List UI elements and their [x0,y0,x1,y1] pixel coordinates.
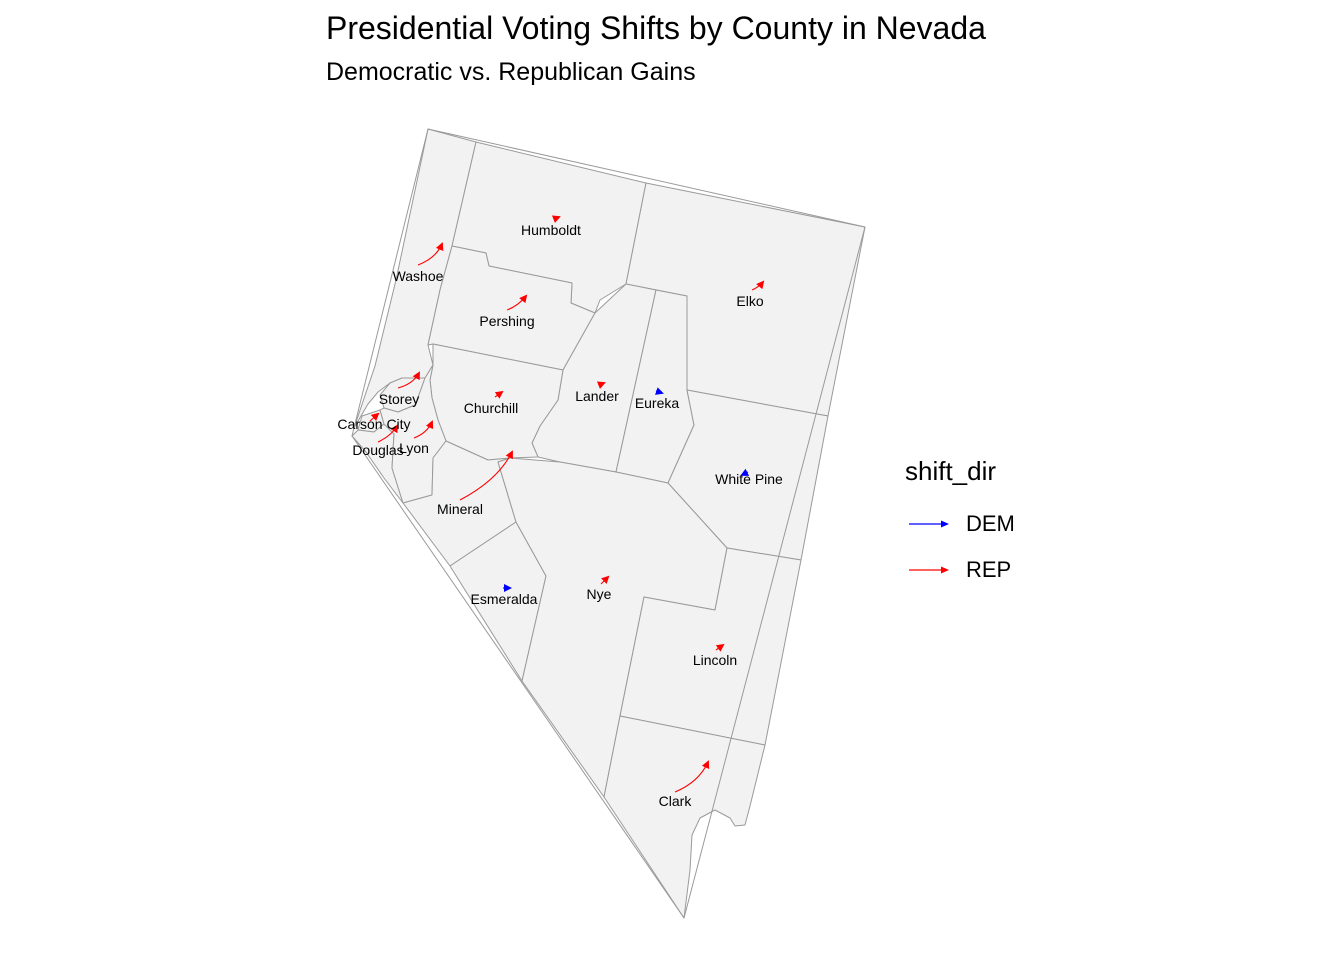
shift-arrow-carson-city [369,412,380,422]
legend: shift_dir DEM REP [905,456,1015,582]
county-label-lyon: Lyon [399,440,429,456]
page-subtitle: Democratic vs. Republican Gains [326,58,696,86]
county-label-pershing: Pershing [479,313,534,329]
shift-arrows [369,215,765,793]
county-label-esmeralda: Esmeralda [471,591,538,607]
legend-title: shift_dir [905,456,997,486]
shift-arrow-douglas [377,424,399,443]
shift-arrow-white-pine [740,468,750,476]
county-label-lander: Lander [575,388,619,404]
shift-arrow-lander [596,381,606,389]
shift-arrow-nye [600,575,610,585]
county-label-carson-city: Carson City [337,416,410,432]
county-label-nye: Nye [587,586,612,602]
shift-arrow-storey [397,371,420,389]
legend-label-dem: DEM [966,511,1015,536]
county-label-lincoln: Lincoln [693,652,737,668]
legend-item-rep: REP [905,556,1045,584]
legend-key-rep-arrow-icon [909,566,949,574]
county-label-churchill: Churchill [464,400,518,416]
legend-key-dem-arrow-icon [909,520,949,528]
county-labels: Washoe Humboldt Elko Pershing Storey Chu… [337,222,783,809]
county-label-douglas: Douglas [352,442,403,458]
shift-arrow-mineral [459,450,513,501]
county-shapes [351,128,866,919]
shift-arrow-lincoln [715,643,725,652]
shift-arrow-eureka [655,387,664,395]
county-label-mineral: Mineral [437,501,483,517]
county-label-elko: Elko [736,293,763,309]
shift-arrow-washoe [417,242,444,266]
shift-arrow-lyon [413,420,434,439]
legend-label-rep: REP [966,557,1012,582]
state-outline [351,128,866,919]
page-title: Presidential Voting Shifts by County in … [326,10,986,46]
shift-arrow-pershing [506,294,528,311]
county-clark[interactable] [603,715,766,919]
county-label-washoe: Washoe [393,268,444,284]
county-label-storey: Storey [379,391,419,407]
county-label-eureka: Eureka [635,395,680,411]
shift-arrow-elko [751,280,765,291]
shift-arrow-churchill [494,390,504,399]
shift-arrow-humboldt [551,215,561,223]
county-label-clark: Clark [659,793,693,809]
county-label-white-pine: White Pine [715,471,783,487]
county-label-humboldt: Humboldt [521,222,581,238]
legend-item-dem: DEM [905,510,1045,538]
shift-arrow-clark [674,760,710,793]
